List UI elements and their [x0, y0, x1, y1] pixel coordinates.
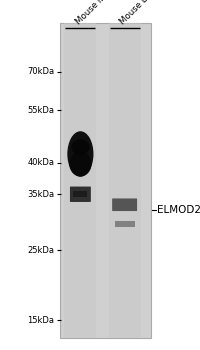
Bar	[60, 23, 150, 338]
Text: 15kDa: 15kDa	[27, 316, 54, 325]
Text: Mouse brain: Mouse brain	[118, 0, 161, 26]
Text: 25kDa: 25kDa	[27, 246, 54, 255]
Text: 55kDa: 55kDa	[27, 106, 54, 115]
Bar	[64, 23, 96, 338]
Text: 40kDa: 40kDa	[27, 158, 54, 167]
FancyBboxPatch shape	[112, 198, 136, 211]
FancyBboxPatch shape	[70, 187, 90, 202]
Text: ELMOD2: ELMOD2	[156, 205, 200, 215]
Text: Mouse liver: Mouse liver	[74, 0, 115, 26]
Bar	[114, 221, 134, 227]
Ellipse shape	[69, 152, 91, 176]
Ellipse shape	[71, 139, 89, 155]
Bar	[108, 23, 140, 338]
Text: 70kDa: 70kDa	[27, 67, 54, 76]
Text: 35kDa: 35kDa	[27, 190, 54, 199]
Bar	[73, 191, 87, 197]
Ellipse shape	[67, 131, 93, 177]
